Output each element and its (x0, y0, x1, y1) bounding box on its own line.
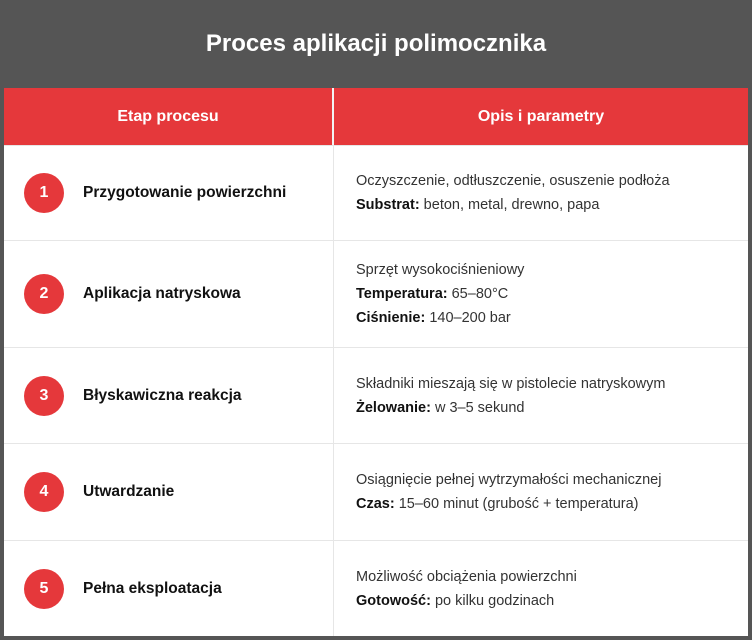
description-line: Możliwość obciążenia powierzchni (356, 565, 748, 589)
description-cell: Sprzęt wysokociśnieniowy Temperatura: 65–… (334, 241, 748, 347)
description-line: Gotowość: po kilku godzinach (356, 589, 748, 613)
parameter-label: Gotowość: (356, 592, 431, 609)
step-name: Pełna eksploatacja (83, 579, 222, 597)
stage-cell: 5 Pełna eksploatacja (4, 541, 334, 636)
parameter-value: 65–80°C (447, 286, 509, 302)
parameter-value: po kilku godzinach (430, 592, 555, 609)
stage-cell: 1 Przygotowanie powierzchni (4, 146, 334, 240)
description-cell: Oczyszczenie, odtłuszczenie, osuszenie p… (334, 146, 748, 240)
description-line: Ciśnienie: 140–200 bar (356, 306, 748, 330)
step-number-badge: 1 (24, 173, 64, 213)
description-line: Osiągnięcie pełnej wytrzymałości mechani… (356, 468, 748, 492)
description-line: Składniki mieszają się w pistolecie natr… (356, 372, 748, 396)
step-number-badge: 4 (24, 472, 64, 512)
parameter-label: Żelowanie: (356, 399, 431, 416)
step-number-badge: 2 (24, 274, 64, 314)
stage-cell: 3 Błyskawiczna reakcja (4, 348, 334, 443)
stage-cell: 4 Utwardzanie (4, 444, 334, 540)
parameter-value: 15–60 minut (grubość + temperatura) (394, 496, 639, 512)
step-name: Przygotowanie powierzchni (83, 184, 287, 201)
parameter-label: Substrat: (356, 197, 420, 213)
column-header-stage: Etap procesu (4, 88, 334, 145)
process-table: Etap procesu Opis i parametry 1 Przygotow… (4, 88, 748, 636)
parameter-value: Składniki mieszają się w pistolecie natr… (356, 375, 666, 392)
step-number-badge: 5 (24, 568, 64, 609)
step-name: Aplikacja natryskowa (83, 285, 241, 302)
table-header: Etap procesu Opis i parametry (4, 88, 748, 145)
parameter-label: Temperatura: (356, 286, 448, 302)
table-row: 4 Utwardzanie Osiągnięcie pełnej wytrzymał… (4, 443, 748, 540)
parameter-label: Ciśnienie: (356, 310, 426, 326)
table-row: 3 Błyskawiczna reakcja Składniki mieszają … (4, 347, 748, 443)
table-row: 5 Pełna eksploatacja Możliwość obciążenia … (4, 540, 748, 636)
description-line: Żelowanie: w 3–5 sekund (356, 396, 748, 420)
table-row: 1 Przygotowanie powierzchni Oczyszczenie, … (4, 145, 748, 240)
column-header-description: Opis i parametry (477, 107, 605, 125)
parameter-value: w 3–5 sekund (430, 399, 525, 416)
parameter-value: Oczyszczenie, odtłuszczenie, osuszenie p… (356, 173, 670, 189)
description-line: Sprzęt wysokociśnieniowy (356, 258, 748, 282)
table-row: 2 Aplikacja natryskowa Sprzęt wysokociśnie… (4, 240, 748, 347)
step-name: Błyskawiczna reakcja (83, 386, 242, 404)
parameter-value: Osiągnięcie pełnej wytrzymałości mechani… (356, 472, 662, 488)
parameter-value: beton, metal, drewno, papa (419, 197, 600, 213)
parameter-value: Możliwość obciążenia powierzchni (356, 568, 577, 585)
stage-cell: 2 Aplikacja natryskowa (4, 241, 334, 347)
parameter-value: 140–200 bar (425, 310, 511, 326)
step-number-badge: 3 (24, 375, 64, 416)
parameter-label: Czas: (356, 496, 395, 512)
description-cell: Osiągnięcie pełnej wytrzymałości mechani… (334, 444, 748, 540)
description-line: Temperatura: 65–80°C (356, 282, 748, 306)
description-line: Oczyszczenie, odtłuszczenie, osuszenie p… (356, 169, 748, 193)
step-name: Utwardzanie (83, 483, 175, 500)
description-cell: Możliwość obciążenia powierzchni Gotowość… (334, 541, 748, 636)
description-line: Substrat: beton, metal, drewno, papa (356, 193, 748, 217)
description-cell: Składniki mieszają się w pistolecie natr… (334, 348, 748, 443)
page-title: Proces aplikacji polimocznika (205, 30, 547, 57)
description-line: Czas: 15–60 minut (grubość + temperatura… (356, 492, 748, 516)
parameter-value: Sprzęt wysokociśnieniowy (356, 262, 525, 278)
